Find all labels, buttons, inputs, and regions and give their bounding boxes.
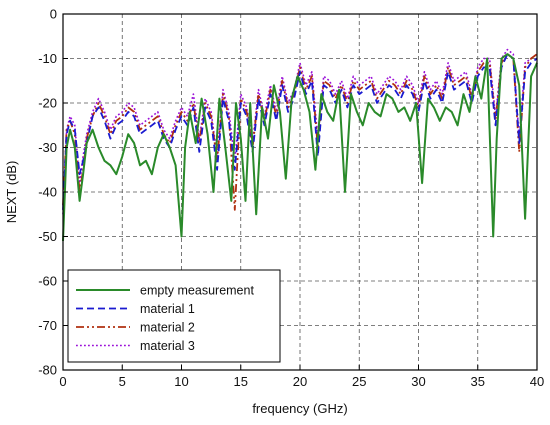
y-tick-label: -40: [38, 185, 57, 200]
legend-label: material 1: [140, 302, 195, 316]
x-tick-label: 20: [293, 374, 307, 389]
x-tick-label: 10: [174, 374, 188, 389]
x-tick-label: 5: [119, 374, 126, 389]
x-tick-label: 40: [530, 374, 544, 389]
y-tick-label: -60: [38, 274, 57, 289]
y-axis-label: NEXT (dB): [4, 161, 19, 224]
series-line-material-2: [62, 53, 538, 211]
legend-label: empty measurement: [140, 284, 254, 298]
y-tick-label: 0: [50, 7, 57, 22]
x-tick-label: 35: [471, 374, 485, 389]
legend: empty measurement material 1 material 2 mat…: [67, 269, 281, 363]
series-layer: [62, 48, 538, 242]
x-axis-label: frequency (GHz): [252, 401, 347, 416]
legend-label: material 3: [140, 339, 195, 353]
y-tick-label: -50: [38, 229, 57, 244]
y-tick-label: -10: [38, 51, 57, 66]
legend-label: material 2: [140, 321, 195, 335]
y-tick-label: -30: [38, 140, 57, 155]
legend-box: [67, 269, 281, 363]
y-tick-label: -20: [38, 96, 57, 111]
series-line-empty-measurement: [62, 53, 538, 242]
y-tick-label: -80: [38, 363, 57, 378]
x-tick-label: 25: [352, 374, 366, 389]
x-tick-label: 15: [234, 374, 248, 389]
y-tick-label: -70: [38, 318, 57, 333]
ticks: 0 5 10 15 20 25 30 35 40 0 -10 -20 -30 -40 -50 -60 -70 -8…: [38, 7, 544, 390]
x-tick-label: 0: [59, 374, 66, 389]
x-tick-label: 30: [411, 374, 425, 389]
